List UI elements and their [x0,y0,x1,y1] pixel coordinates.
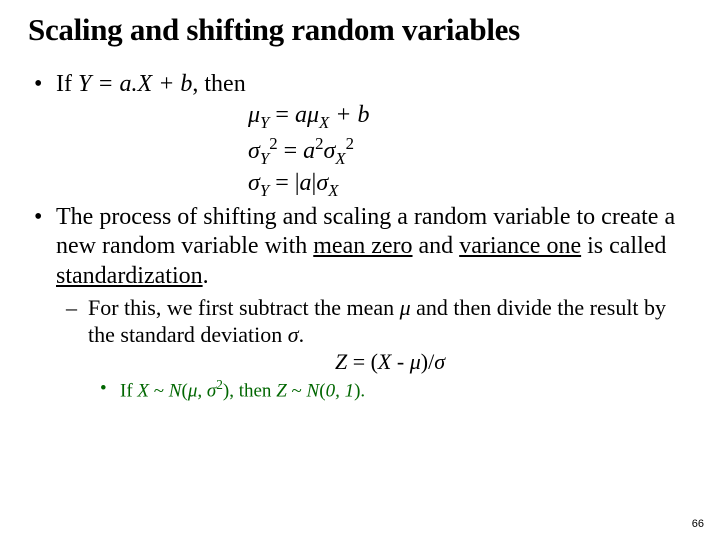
paren: ). [354,381,365,402]
standardization: standardization [56,263,203,289]
page-number: 66 [692,518,704,530]
sq: 2 [269,134,277,153]
sigma: σ [324,138,336,164]
sigma: σ [248,138,260,164]
text: , then [192,71,245,97]
minus: - [391,349,409,374]
text: is called [581,233,666,259]
sub-y: Y [260,113,269,132]
mu: μ [188,381,198,402]
sub-x: X [328,181,338,200]
zero: 0 [326,381,336,402]
tilde: ~ [292,381,307,402]
a: a [300,170,312,196]
eq-paren: = ( [347,349,378,374]
a: a [303,138,315,164]
eq-abs: = | [269,170,299,196]
eq: = [278,138,304,164]
tilde: ~ [154,381,169,402]
sigma: σ [207,381,216,402]
bullet-linear-transform: If Y = a.X + b, then [28,70,692,99]
sq: 2 [315,134,323,153]
sub-x: X [319,113,329,132]
text: If [120,381,137,402]
sigma: σ [248,170,260,196]
sub-y: Y [260,148,269,167]
bullet-normal-dist: If X ~ N(μ, σ2), then Z ~ N(0, 1). [28,377,692,403]
formula-z: Z = (X - μ)/σ [28,349,692,376]
sub-x: X [335,148,345,167]
sigma: σ [288,322,299,347]
formula-block: μY = aμX + b σY2 = a2σX2 σY = |a|σX [28,101,692,201]
mean-zero: mean zero [313,233,412,259]
equation-y-ax-b: Y = a.X + b [78,71,192,97]
mu: μ [400,295,417,320]
sigma: σ [434,349,445,374]
x: X [378,349,391,374]
z: Z [276,381,291,402]
text: . [203,263,209,289]
bullet-standardization: The process of shifting and scaling a ra… [28,203,692,291]
text: . [299,322,305,347]
text: , then [229,381,276,402]
text: If [56,71,78,97]
sq: 2 [216,377,223,392]
a: a [295,102,307,128]
comma: , [335,381,345,402]
z: Z [335,349,347,374]
sub-y: Y [260,181,269,200]
variance-one: variance one [459,233,581,259]
paren-div: )/ [421,349,434,374]
x: X [137,381,153,402]
formula-variance: σY2 = a2σX2 [248,134,692,169]
slide-title: Scaling and shifting random variables [28,12,692,48]
n: N [307,381,320,402]
sq: 2 [346,134,354,153]
sigma: σ [316,170,328,196]
b: b [357,102,369,128]
eq: = [269,102,295,128]
mu: μ [410,349,421,374]
n: N [169,381,182,402]
text: For this, we first subtract the mean [88,295,400,320]
comma: , [197,381,207,402]
bullet-procedure: For this, we first subtract the mean μ a… [28,295,692,349]
text: and [413,233,460,259]
formula-stddev: σY = |a|σX [248,169,692,201]
mu: μ [307,102,319,128]
plus: + [329,102,357,128]
one: 1 [345,381,355,402]
mu: μ [248,102,260,128]
formula-mean: μY = aμX + b [248,101,692,133]
